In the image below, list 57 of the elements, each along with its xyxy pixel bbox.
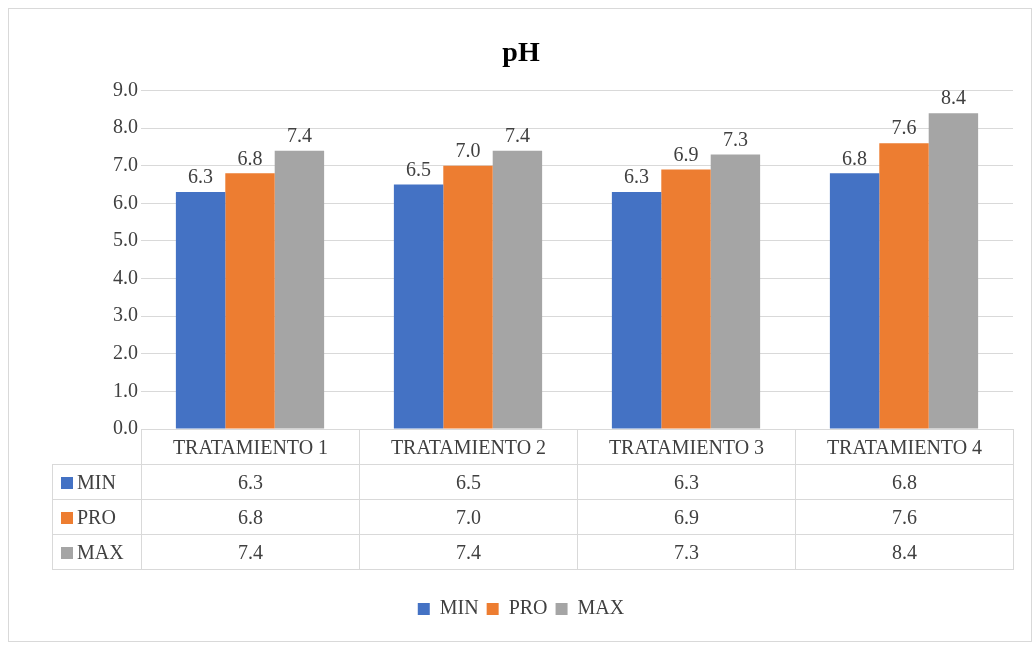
data-label: 6.9 (577, 499, 796, 535)
text: 6.3 (188, 165, 214, 188)
y-tick-label: 7.0 (113, 153, 138, 176)
text: 7.4 (286, 124, 312, 147)
text: 6.9 (673, 142, 699, 165)
legend-label: MIN (52, 464, 142, 500)
y-tick-label: 5.0 (113, 228, 138, 251)
legend-label: MAX (577, 596, 625, 619)
data-label: 6.3 (141, 464, 360, 500)
text: 7.6 (891, 116, 917, 139)
text: 6.8 (237, 146, 263, 169)
text: 7.0 (455, 139, 481, 162)
text: 6.3 (624, 165, 650, 188)
text: 7.3 (722, 127, 748, 150)
data-label: 7.4 (141, 534, 360, 570)
text: 6.8 (842, 146, 868, 169)
x-tick-label: TRATAMIENTO 2 (359, 430, 578, 465)
y-tick-label: 0.0 (113, 416, 138, 439)
bar (443, 165, 493, 429)
bar (661, 169, 711, 429)
y-tick-label: 8.0 (113, 115, 138, 138)
bar (274, 150, 325, 429)
y-tick-label: 6.0 (113, 190, 138, 213)
data-label: 6.8 (141, 499, 360, 535)
legend-label: PRO (52, 499, 142, 535)
text: MIN (439, 596, 479, 619)
data-label: 8.4 (795, 534, 1014, 570)
data-label: 7.6 (795, 499, 1014, 535)
data-label: 7.3 (577, 534, 796, 570)
data-label: 6.5 (359, 464, 578, 500)
data-label: 6.8 (795, 464, 1014, 500)
data-label: 6.3 (577, 464, 796, 500)
bar (611, 192, 662, 429)
text: 8.4 (940, 86, 966, 109)
bar (492, 150, 543, 429)
text: 7.4 (504, 124, 530, 147)
bar (225, 173, 275, 429)
chart-title: pH (502, 36, 540, 68)
data-label: 7.4 (359, 534, 578, 570)
bar (879, 143, 929, 429)
bar (710, 154, 761, 429)
text: MAX (77, 540, 124, 563)
y-tick-label: 2.0 (113, 341, 138, 364)
bar (928, 113, 979, 429)
text: 6.5 (406, 157, 432, 180)
y-tick-label: 3.0 (113, 303, 138, 326)
y-tick-label: 4.0 (113, 265, 138, 288)
y-tick-label: 9.0 (113, 77, 138, 100)
x-tick-label: TRATAMIENTO 3 (577, 430, 796, 465)
data-label: 7.0 (359, 499, 578, 535)
bar (175, 192, 226, 429)
bar (829, 173, 880, 429)
bar (393, 184, 444, 429)
x-tick-label: TRATAMIENTO 4 (795, 430, 1014, 465)
y-tick-label: 1.0 (113, 378, 138, 401)
x-tick-label: TRATAMIENTO 1 (141, 430, 360, 465)
text: PRO (508, 596, 548, 619)
